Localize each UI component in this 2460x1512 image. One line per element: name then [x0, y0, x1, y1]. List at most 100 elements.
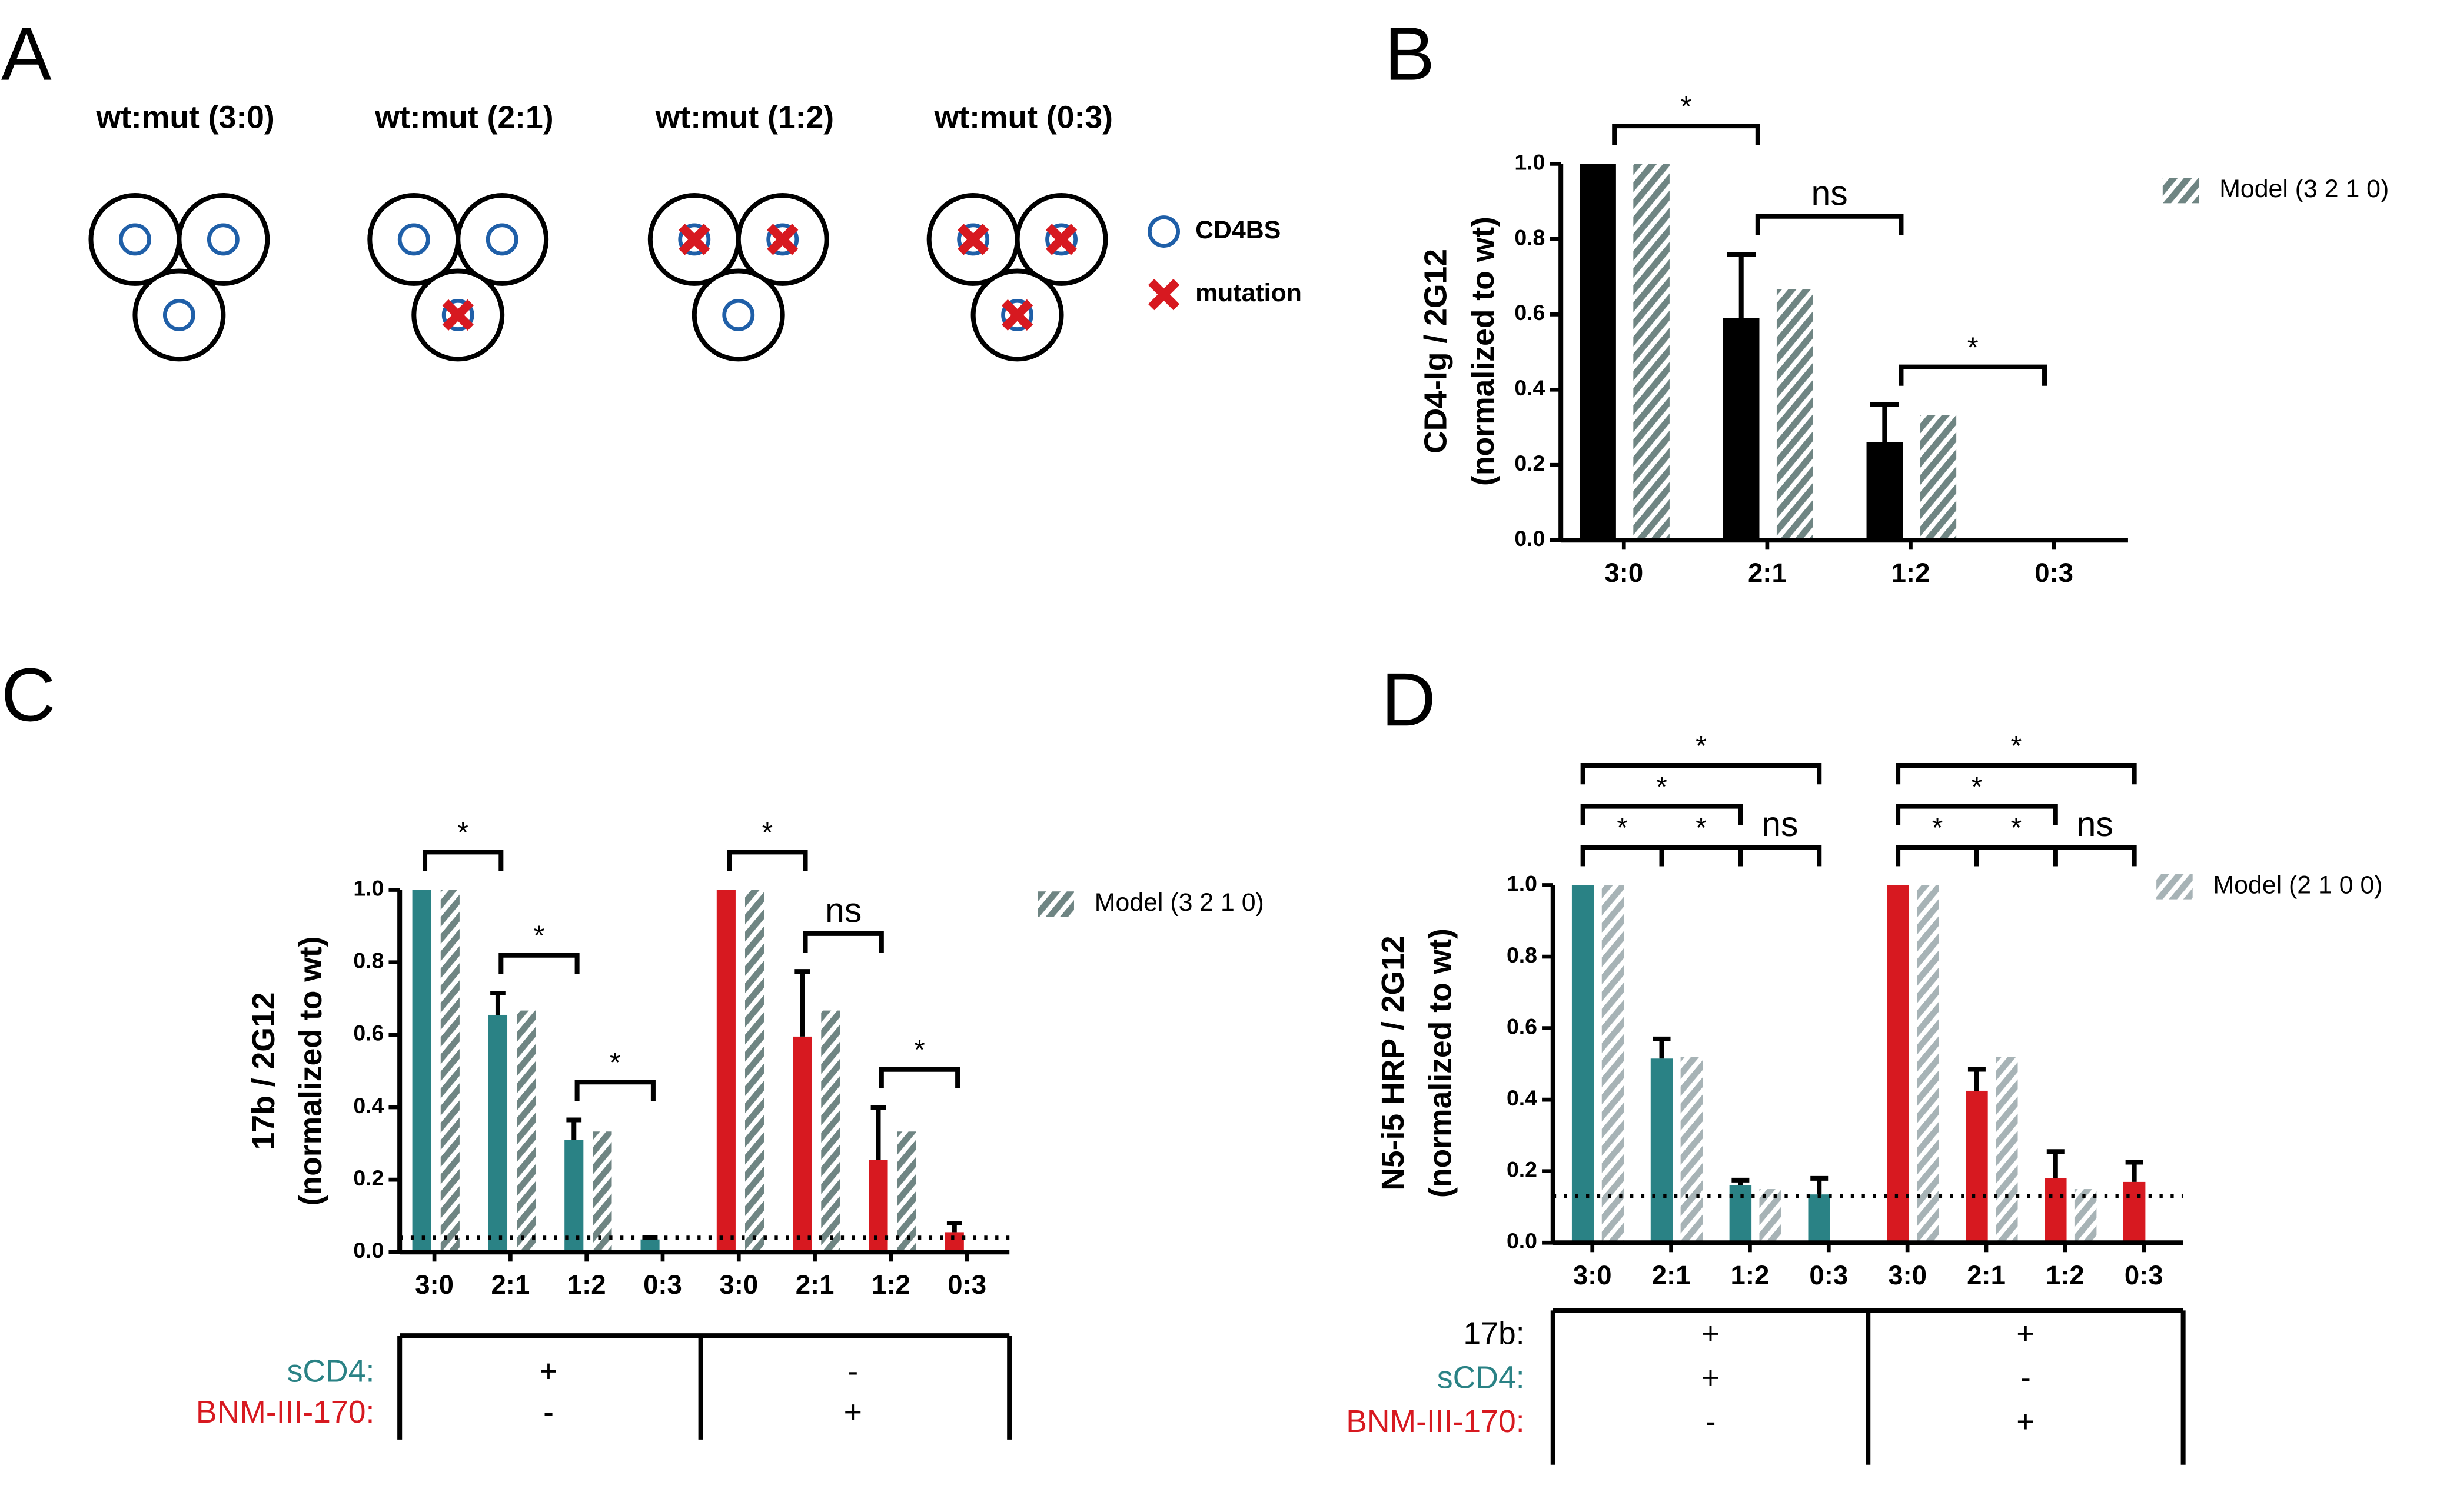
legend-swatch [2162, 178, 2199, 204]
bar [869, 1160, 888, 1253]
significance-bracket [727, 850, 808, 871]
y-tick-label: 1.0 [353, 875, 384, 900]
bar [488, 1014, 508, 1253]
y-tick-label: 0.4 [353, 1093, 384, 1118]
significance-bracket [1580, 804, 1743, 825]
y-tick-label: 0.0 [1514, 526, 1545, 551]
mutation-mark [1045, 224, 1078, 255]
significance-bracket [1896, 845, 1979, 867]
bar [1966, 1090, 1988, 1243]
x-tick-label: 3:0 [719, 1270, 758, 1300]
panel-label: C [1, 653, 56, 737]
table-cell: - [543, 1395, 554, 1430]
legend-label: mutation [1195, 279, 1302, 307]
legend-label: CD4BS [1195, 216, 1281, 244]
error-bar [1967, 1067, 1986, 1091]
bar [1633, 164, 1670, 541]
significance-label: * [534, 920, 545, 952]
bar [1723, 318, 1760, 541]
bar [2123, 1181, 2146, 1243]
bar [440, 890, 460, 1253]
protomer [456, 192, 549, 286]
table-row-label: 17b: [1463, 1316, 1524, 1351]
significance-label: * [762, 817, 773, 849]
protomer [88, 192, 182, 286]
x-tick-label: 3:0 [1573, 1260, 1612, 1290]
significance-bracket [1580, 763, 1822, 785]
error-bar [1870, 402, 1899, 442]
significance-label: * [2010, 812, 2022, 844]
mutation-mark [1001, 299, 1033, 331]
protomer [367, 192, 461, 286]
legend-swatch [2156, 874, 2193, 900]
significance-bracket [1580, 845, 1664, 867]
significance-bracket [422, 850, 504, 871]
bar [1776, 289, 1813, 541]
x-tick-label: 3:0 [1888, 1260, 1927, 1290]
bar [1917, 885, 1939, 1243]
legend-mutation-swatch [1148, 278, 1180, 311]
error-bar [2046, 1149, 2065, 1178]
bar [1680, 1057, 1703, 1243]
cd4bs-site [678, 223, 711, 256]
table-cell: - [2020, 1360, 2031, 1395]
y-tick-label: 0.2 [353, 1165, 384, 1190]
x-tick-label: 2:1 [796, 1270, 835, 1300]
significance-bracket [1612, 124, 1760, 145]
x-tick-label: 0:3 [2035, 558, 2073, 588]
y-tick-label: 0.6 [1514, 300, 1545, 325]
significance-bracket [803, 931, 884, 953]
cd4bs-site [441, 298, 474, 331]
table-cell: - [847, 1354, 858, 1389]
x-tick-label: 1:2 [872, 1270, 910, 1300]
mutation-mark [958, 224, 989, 255]
bar [1920, 415, 1957, 541]
significance-bracket [879, 1067, 960, 1088]
mutation-mark [679, 224, 710, 255]
significance-label: * [457, 817, 468, 849]
x-tick-label: 2:1 [491, 1270, 530, 1300]
bar [1887, 885, 1909, 1243]
cd4bs-site [486, 223, 518, 256]
y-axis-label: CD4-Ig / 2G12 [1419, 249, 1454, 454]
bar [716, 890, 736, 1253]
significance-bracket [1974, 845, 2058, 867]
x-tick-label: 1:2 [2046, 1260, 2085, 1290]
significance-label: * [1972, 771, 1983, 803]
significance-label: ns [2077, 805, 2113, 844]
significance-bracket [1738, 845, 1822, 867]
y-tick-label: 0.0 [1507, 1228, 1537, 1253]
y-tick-label: 0.2 [1507, 1157, 1537, 1182]
bar [1866, 442, 1903, 541]
significance-bracket [1659, 845, 1743, 867]
significance-bracket [1755, 214, 1904, 235]
y-tick-label: 0.4 [1514, 375, 1545, 400]
legend-swatch [1038, 891, 1074, 917]
table-cell: + [844, 1395, 862, 1430]
bar [1729, 1185, 1752, 1243]
x-tick-label: 0:3 [1809, 1260, 1848, 1290]
bar [564, 1140, 584, 1253]
protomer [692, 268, 785, 362]
significance-bracket [498, 953, 580, 974]
significance-label: * [1617, 812, 1628, 844]
x-tick-label: 3:0 [1604, 558, 1643, 588]
group-title: wt:mut (0:3) [934, 101, 1113, 135]
legend-label: Model (3 2 1 0) [2219, 175, 2389, 203]
legend-cd4bs-swatch [1148, 215, 1181, 248]
y-axis-label: 17b / 2G12 [247, 993, 281, 1150]
panel-label: B [1384, 12, 1435, 96]
group-title: wt:mut (3:0) [95, 101, 274, 135]
bar [640, 1239, 660, 1253]
x-tick-label: 0:3 [643, 1270, 682, 1300]
panel-label: D [1381, 658, 1436, 742]
cd4bs-site [397, 223, 430, 256]
significance-label: * [1696, 730, 1707, 762]
bar [1601, 885, 1624, 1243]
table-cell: + [2016, 1404, 2035, 1439]
error-bar [490, 991, 506, 1015]
significance-label: ns [825, 892, 862, 930]
significance-bracket [1896, 804, 2058, 825]
y-tick-label: 0.6 [1507, 1014, 1537, 1038]
